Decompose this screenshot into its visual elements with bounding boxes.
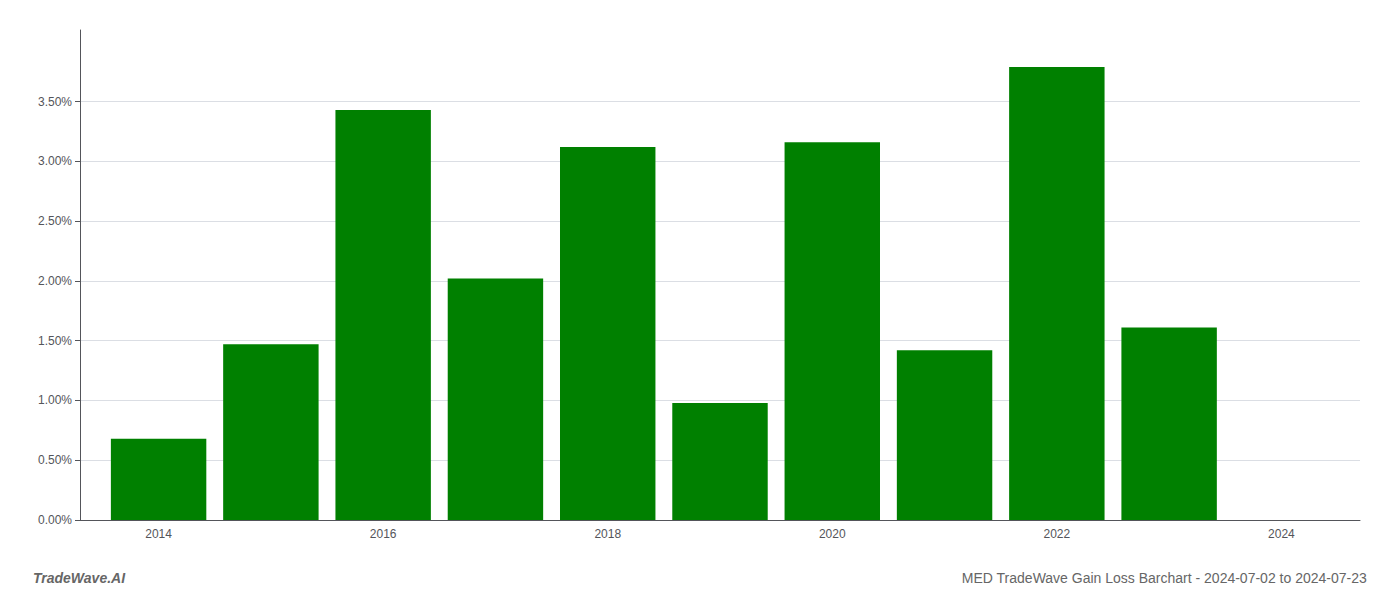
svg-text:TradeWave.AI: TradeWave.AI: [33, 570, 126, 586]
svg-text:2.50%: 2.50%: [38, 214, 72, 228]
svg-text:2.00%: 2.00%: [38, 274, 72, 288]
svg-text:1.50%: 1.50%: [38, 334, 72, 348]
svg-text:1.00%: 1.00%: [38, 393, 72, 407]
svg-text:0.50%: 0.50%: [38, 453, 72, 467]
svg-text:MED TradeWave Gain Loss Barcha: MED TradeWave Gain Loss Barchart - 2024-…: [962, 570, 1367, 586]
svg-text:2016: 2016: [370, 527, 397, 541]
svg-text:2024: 2024: [1268, 527, 1295, 541]
svg-text:3.50%: 3.50%: [38, 95, 72, 109]
svg-text:2022: 2022: [1043, 527, 1070, 541]
svg-text:3.00%: 3.00%: [38, 154, 72, 168]
svg-text:2020: 2020: [819, 527, 846, 541]
svg-text:2014: 2014: [145, 527, 172, 541]
svg-text:2018: 2018: [594, 527, 621, 541]
svg-text:0.00%: 0.00%: [38, 513, 72, 527]
